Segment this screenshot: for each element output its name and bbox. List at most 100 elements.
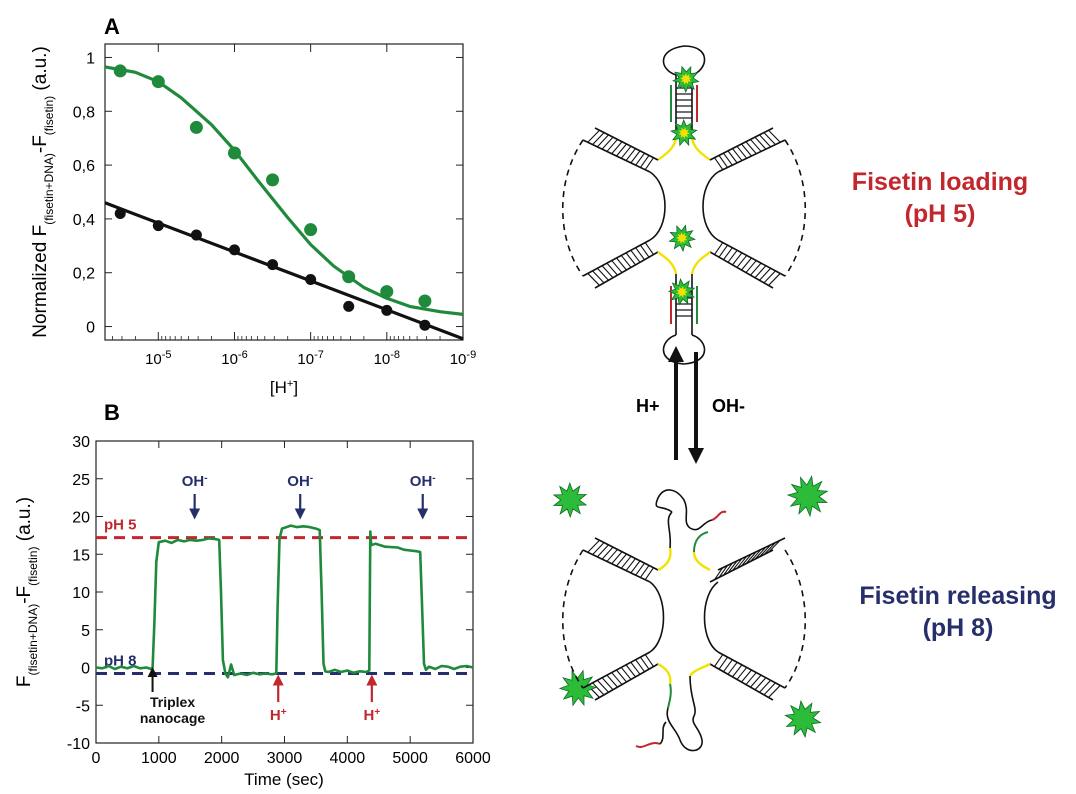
helix-rung (625, 664, 636, 678)
helix-rung (635, 562, 645, 576)
helix-rung (754, 677, 767, 691)
panel-letter-b: B (104, 400, 120, 425)
helix-rung (611, 551, 623, 565)
fisetin-releasing-label: Fisetin releasing (pH 8) (840, 580, 1076, 644)
helix-rung (745, 551, 757, 565)
chart-a-point-green (227, 146, 241, 160)
fisetin-molecule (552, 481, 588, 519)
helix-rung (723, 562, 733, 576)
chart-a-fit-green (104, 65, 464, 316)
chart-b-refline-label: pH 5 (104, 517, 137, 534)
helix-rung (611, 141, 623, 155)
chart-a-xtick-label: 10-8 (374, 349, 400, 368)
helix-rung (727, 560, 738, 574)
chart-b-ytick-label: -10 (67, 736, 90, 753)
fisetin-molecule-core (676, 232, 688, 244)
chart-a-point-green (342, 270, 356, 284)
helix-rung (759, 134, 772, 148)
chart-b-ytick-label: 20 (72, 510, 90, 527)
chart-b-xtick-label: 0 (92, 750, 101, 767)
helix-rung (718, 565, 729, 578)
helix-rung (763, 542, 776, 555)
helix-rung (592, 132, 605, 145)
helix-rung (606, 262, 618, 276)
helix-rung (587, 539, 600, 553)
helix-rung (741, 669, 752, 683)
chart-a-point-black (381, 304, 393, 316)
helix-rung (587, 129, 600, 143)
chart-b: -10 -5 0 5 10 15 20 25 30 0 1000 2000 3000 4000 5000 60… (14, 434, 491, 789)
chart-a-point-green (266, 173, 280, 187)
helix-rung (727, 661, 738, 675)
helix-rung (745, 141, 757, 155)
h-label: H+ (636, 396, 660, 416)
chart-b-xlabel: Time (sec) (244, 770, 324, 789)
fisetin-loading-label: Fisetin loading (pH 5) (830, 166, 1050, 230)
helix-rung (639, 155, 650, 168)
helix-rung (723, 247, 733, 261)
helix-rung (754, 546, 767, 560)
helix-rung (763, 682, 776, 696)
chart-a-ytick-label: 0,4 (73, 212, 95, 229)
helix-rung (736, 145, 748, 159)
helix-rung (718, 656, 729, 670)
helix-rung (714, 654, 724, 667)
equilibrium-arrows (668, 346, 704, 464)
helix-rung (745, 260, 757, 273)
h-arrow-head (668, 346, 684, 362)
chart-a-point-green (304, 223, 318, 237)
helix-rung (611, 260, 623, 273)
panel-letter-a: A (104, 14, 120, 39)
chart-a-xtick-label: 10-5 (145, 349, 171, 368)
helix-rung (630, 150, 641, 164)
fisetin-releasing-ph: (pH 8) (922, 614, 994, 642)
helix-rung (611, 672, 623, 685)
helix-rung (718, 244, 729, 258)
fisetin-molecule-core (678, 127, 690, 139)
nanocage-helix-hatching (587, 129, 781, 698)
helix-rung (759, 544, 772, 558)
helix-rung (768, 129, 781, 143)
helix-rung (763, 132, 776, 145)
helix-rung (620, 555, 632, 569)
helix-rung (596, 544, 609, 558)
helix-rung (768, 685, 781, 698)
helix-rung (620, 145, 632, 159)
helix-rung (727, 150, 738, 164)
chart-b-ytick-label: 0 (81, 661, 90, 678)
helix-rung (718, 155, 729, 168)
chart-a-xtick-label: 10-7 (297, 349, 323, 368)
chart-a-point-black (343, 300, 355, 312)
helix-rung (732, 558, 743, 571)
chart-a-fit-black (104, 201, 464, 341)
chart-a-point-green (380, 285, 394, 299)
chart-b-ytick-label: 15 (72, 547, 90, 564)
helix-rung (630, 560, 641, 574)
helix-rung (763, 270, 776, 284)
helix-rung (750, 262, 762, 276)
fisetin-releasing-title: Fisetin releasing (859, 582, 1057, 610)
helix-rung (644, 157, 654, 171)
helix-rung (601, 546, 614, 560)
chart-b-xtick-label: 6000 (455, 750, 491, 767)
chart-a-xtick-label: 10-9 (450, 349, 476, 368)
helix-rung (592, 270, 605, 284)
fisetin-loading-ph: (pH 5) (904, 200, 976, 228)
fisetin-molecule (786, 475, 829, 518)
chart-b-ytick-label: -5 (76, 698, 90, 715)
chart-a-ytick-label: 0,6 (73, 158, 95, 175)
chart-b-xtick-label: 2000 (204, 750, 240, 767)
chart-b-trace (95, 524, 474, 679)
chart-a-ytick-label: 0,8 (73, 104, 95, 121)
helix-rung (616, 553, 627, 567)
chart-a-ytick-label: 0 (86, 320, 95, 337)
chart-b-refline-label: pH 8 (104, 653, 137, 670)
helix-rung (759, 679, 772, 693)
helix-rung (732, 148, 743, 161)
helix-rung (625, 252, 636, 266)
fisetin-loading-title: Fisetin loading (851, 168, 1029, 196)
helix-rung (596, 267, 609, 281)
helix-rung (596, 679, 609, 693)
